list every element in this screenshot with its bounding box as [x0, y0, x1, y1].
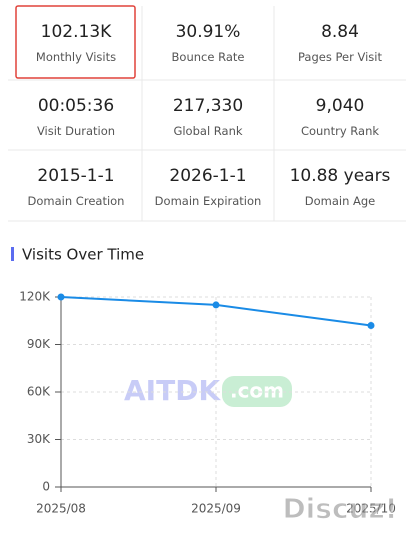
y-tick-label: 60K	[27, 385, 51, 399]
stat-label: Domain Expiration	[154, 194, 262, 208]
watermark: Discuz!	[282, 492, 397, 525]
highlight-box	[15, 5, 136, 79]
stat-value: 2015-1-1	[37, 166, 115, 186]
y-tick-label: 90K	[27, 337, 51, 351]
stat-value: 217,330	[172, 96, 244, 116]
stat-value: 9,040	[315, 96, 365, 116]
watermark: .com	[230, 379, 284, 403]
point	[57, 293, 65, 301]
stat-value: 8.84	[321, 22, 359, 42]
y-tick-label: 120K	[19, 290, 51, 304]
stat-value: 102.13K	[40, 22, 112, 42]
point	[212, 301, 220, 309]
stat-label: Pages Per Visit	[298, 50, 382, 64]
watermark: AITDK	[124, 374, 221, 407]
stat-label: Country Rank	[300, 124, 380, 138]
x-tick-label: 2025/08	[36, 502, 86, 516]
stat-label: Global Rank	[173, 124, 243, 138]
x-tick-label: 2025/09	[191, 502, 241, 516]
stat-label: Domain Creation	[27, 194, 125, 208]
stat-value: 00:05:36	[37, 96, 115, 116]
stat-label: Bounce Rate	[171, 50, 245, 64]
stat-value: 10.88 years	[289, 166, 391, 186]
watermark-pill	[222, 376, 292, 407]
stat-label: Domain Age	[304, 194, 376, 208]
chart-title: Visits Over Time	[22, 246, 144, 264]
point	[367, 322, 375, 329]
title-bar	[11, 247, 14, 261]
y-tick-label: 0	[42, 480, 50, 494]
stat-label: Visit Duration	[36, 124, 116, 138]
stat-value: 30.91%	[175, 22, 241, 42]
stat-label: Monthly Visits	[35, 50, 117, 64]
y-tick-label: 30K	[27, 432, 51, 446]
stat-value: 2026-1-1	[169, 166, 247, 186]
x-tick-label: 2025/10	[346, 502, 396, 516]
